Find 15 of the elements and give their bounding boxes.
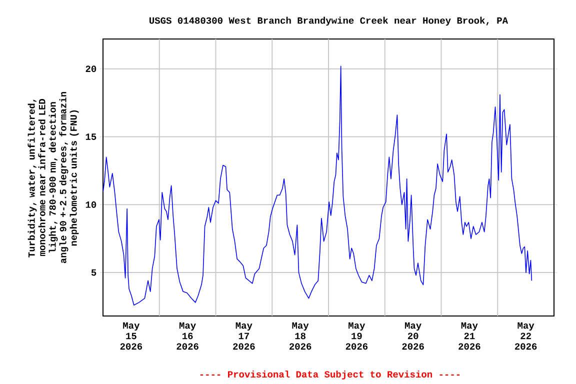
y-tick-label: 5 xyxy=(91,269,96,276)
y-tick-label: 20 xyxy=(86,66,96,72)
x-tick-label: May 16 2026 xyxy=(176,322,198,350)
x-tick-label: May 22 2026 xyxy=(514,322,537,350)
x-tick-label: May 15 2026 xyxy=(120,322,142,350)
x-tick-label: May 17 2026 xyxy=(233,322,255,350)
chart-title: USGS 01480300 West Branch Brandywine Creek near Honey Brook, PA xyxy=(150,16,508,26)
text: ---- Provisional Data Subject to Revision ---- xyxy=(200,370,460,380)
y-tick-label: 10 xyxy=(86,201,96,208)
y-axis-title: Turbidity, water, unfiltered, monochrome near infra-red LED light, 780-900 nm, detection angle 90 +-2.5 degrees, formazin nephelometric units (FNU) xyxy=(28,92,79,264)
x-tick-label: May 18 2026 xyxy=(289,322,312,350)
x-tick-label: May 21 2026 xyxy=(458,322,480,350)
x-tick-label: May 19 2026 xyxy=(346,322,368,350)
x-tick-label: May 20 2026 xyxy=(402,322,424,350)
y-tick-label: 15 xyxy=(86,134,96,140)
